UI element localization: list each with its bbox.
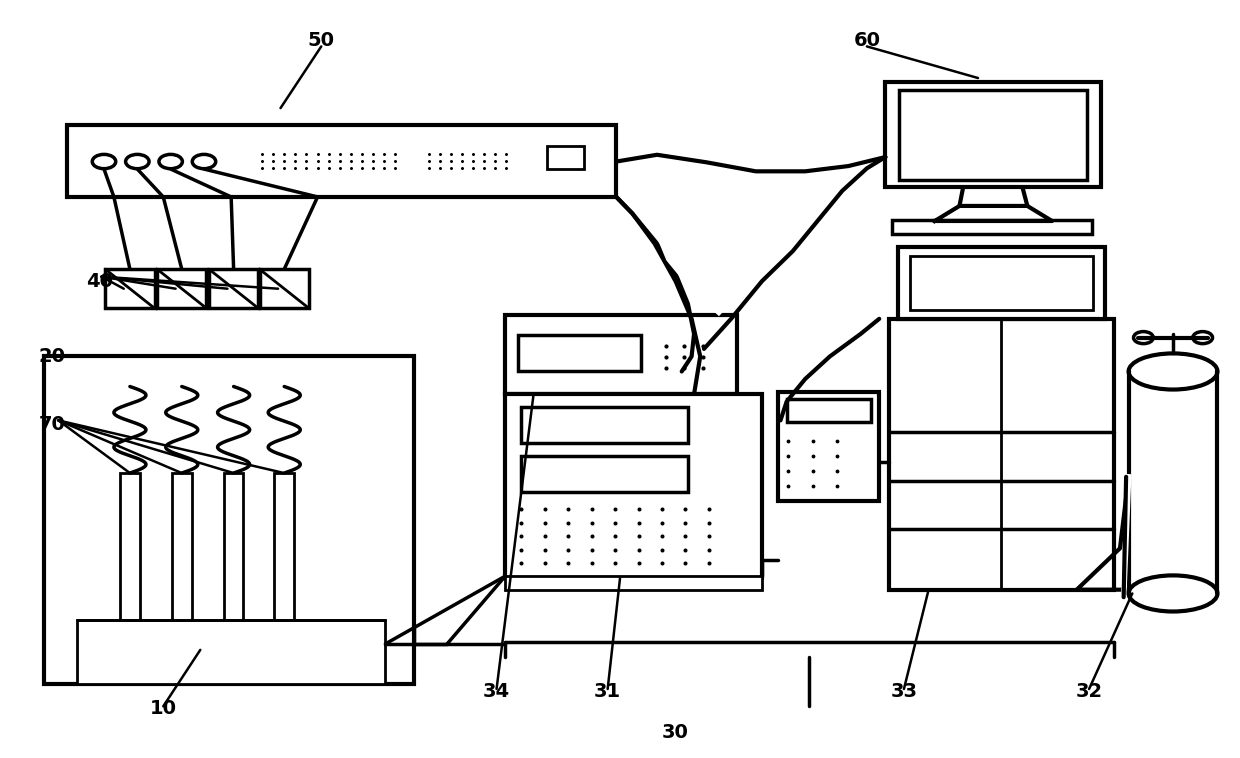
Bar	[505, 315, 738, 394]
Text: 30: 30	[662, 723, 689, 742]
Bar	[899, 90, 1086, 180]
Text: 34: 34	[484, 681, 510, 700]
Bar	[505, 394, 761, 578]
Bar	[274, 473, 294, 620]
Text: 32: 32	[1075, 681, 1102, 700]
Text: 10: 10	[150, 699, 177, 718]
Bar	[547, 146, 584, 169]
Text: 20: 20	[38, 347, 66, 366]
Bar	[786, 399, 870, 422]
Bar	[120, 473, 140, 620]
Bar	[910, 255, 1092, 310]
Bar	[172, 473, 192, 620]
Text: 50: 50	[308, 31, 335, 50]
Text: 33: 33	[890, 681, 918, 700]
Bar	[259, 269, 309, 309]
Bar	[885, 82, 1101, 187]
Bar	[208, 269, 258, 309]
Bar	[105, 269, 155, 309]
Bar	[223, 473, 243, 620]
Text: 40: 40	[86, 271, 113, 290]
Bar	[889, 319, 1114, 590]
Bar	[892, 221, 1091, 233]
Bar	[521, 407, 688, 443]
Bar	[77, 620, 386, 684]
Text: 70: 70	[38, 415, 66, 434]
Bar	[505, 576, 761, 590]
Bar	[517, 335, 641, 371]
Bar	[157, 269, 207, 309]
Bar	[898, 247, 1105, 319]
Bar	[43, 356, 414, 684]
Bar	[777, 392, 879, 501]
Text: 31: 31	[594, 681, 621, 700]
Bar	[67, 125, 616, 197]
Text: 60: 60	[853, 31, 880, 50]
Bar	[521, 456, 688, 492]
